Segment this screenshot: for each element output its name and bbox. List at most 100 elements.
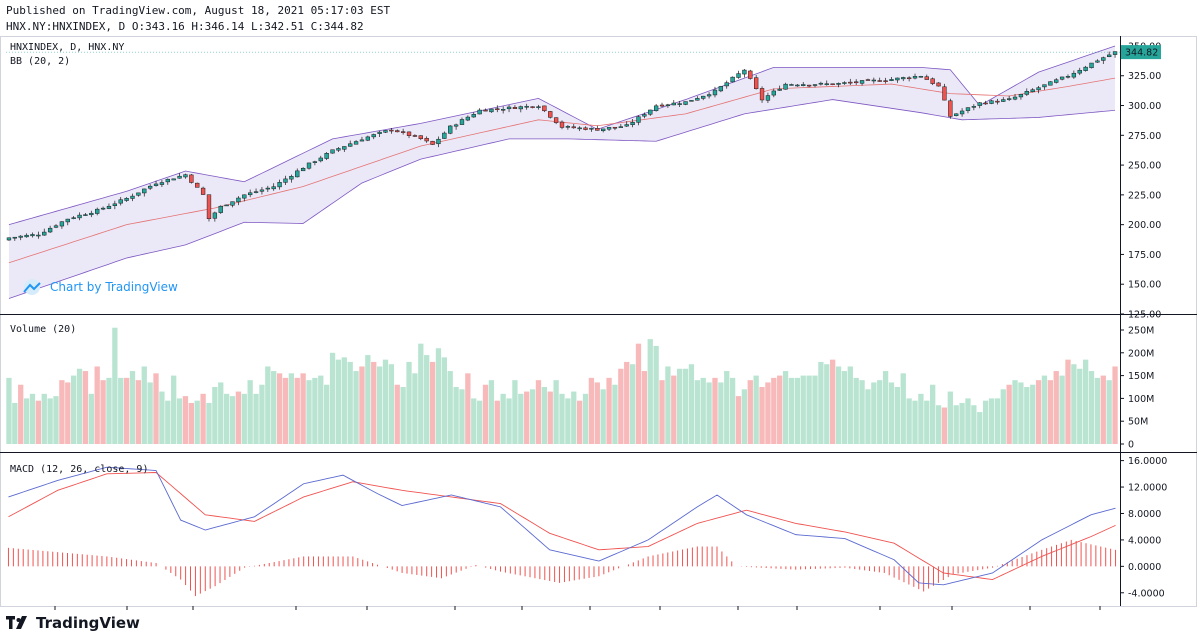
candle-body: [901, 77, 906, 80]
volume-bar: [541, 387, 547, 444]
candle: [742, 68, 747, 78]
candle-body: [977, 102, 982, 106]
volume-tick-label: 150M: [1128, 371, 1154, 382]
volume-bar: [488, 380, 495, 444]
volume-bar: [247, 380, 253, 444]
candle-body: [330, 149, 335, 154]
candle-body: [712, 89, 718, 96]
volume-bar: [359, 366, 365, 444]
volume-bar: [429, 361, 436, 444]
volume-bar: [718, 382, 724, 444]
volume-bar: [135, 380, 142, 444]
candle: [183, 173, 188, 179]
candle-body: [895, 77, 900, 81]
candle: [218, 205, 223, 214]
volume-bar: [771, 377, 777, 444]
candle-body: [136, 192, 141, 196]
candle: [954, 113, 959, 117]
candle: [783, 82, 788, 90]
volume-bar: [476, 400, 483, 444]
candle: [59, 221, 65, 229]
watermark-text: Chart by TradingView: [50, 280, 178, 294]
candle-body: [124, 198, 129, 201]
candle: [18, 235, 23, 241]
volume-bar: [47, 398, 53, 444]
candle: [136, 192, 141, 197]
candle: [406, 131, 412, 139]
candle: [736, 70, 741, 79]
volume-bar: [206, 402, 212, 444]
volume-bar: [694, 380, 700, 444]
volume-bar: [194, 400, 200, 444]
volume-bar: [682, 368, 689, 444]
candle-body: [836, 82, 841, 85]
candle: [330, 149, 335, 154]
candle-body: [400, 131, 406, 133]
volume-bar: [500, 393, 506, 444]
candle-body: [47, 227, 53, 233]
volume-bar: [18, 384, 24, 444]
volume-bar: [994, 398, 1001, 444]
volume-bar: [759, 387, 765, 444]
candle: [659, 102, 665, 107]
volume-bar: [688, 364, 695, 444]
candle-body: [936, 82, 941, 87]
candle-body: [877, 80, 882, 82]
volume-bar: [324, 384, 330, 444]
candle-body: [577, 127, 582, 130]
price-tick-label: 300.00: [1128, 101, 1161, 112]
chart-area[interactable]: 350.00325.00300.00275.00250.00225.00200.…: [0, 36, 1200, 612]
candle: [6, 237, 12, 241]
candle: [53, 224, 59, 229]
volume-bar: [300, 373, 306, 444]
candle: [995, 98, 1000, 105]
volume-bar: [971, 405, 977, 444]
candle: [1083, 65, 1088, 72]
volume-bar: [788, 377, 795, 444]
candle-body: [859, 80, 865, 84]
volume-bar: [1018, 382, 1024, 444]
price-tick-label: 125.00: [1128, 310, 1161, 321]
candle: [571, 123, 576, 129]
candle-body: [112, 203, 118, 206]
volume-bar: [471, 398, 477, 444]
candle: [524, 103, 529, 110]
candle: [630, 119, 635, 128]
volume-bar: [535, 380, 542, 444]
volume-bar: [677, 368, 683, 444]
candle: [859, 80, 865, 86]
candle: [871, 77, 876, 84]
candle: [442, 131, 447, 139]
bollinger-upper-line: [8, 45, 1116, 226]
candle: [206, 194, 212, 222]
chart-watermark[interactable]: Chart by TradingView: [20, 278, 178, 296]
candle: [412, 134, 418, 137]
candle-body: [377, 131, 382, 134]
volume-bar: [582, 393, 589, 444]
candle: [1112, 51, 1118, 58]
candle: [336, 147, 341, 153]
candle-body: [1065, 76, 1071, 78]
footer-brand[interactable]: TradingView: [6, 614, 140, 632]
volume-bar: [782, 371, 789, 444]
candle: [471, 112, 476, 118]
volume-bar: [559, 393, 565, 444]
candle-body: [436, 138, 441, 145]
candle: [383, 130, 388, 134]
volume-bar: [724, 371, 730, 444]
volume-bar: [706, 382, 712, 444]
candle: [965, 107, 971, 114]
candle-body: [283, 178, 288, 183]
candle-body: [959, 110, 965, 115]
volume-bar: [847, 366, 853, 444]
candle: [489, 108, 494, 113]
candle-body: [1012, 96, 1018, 100]
volume-bar: [53, 396, 59, 444]
candle: [695, 96, 700, 101]
pane-title-volume: Volume (20): [10, 324, 76, 335]
volume-bar: [512, 380, 518, 444]
volume-bar: [835, 366, 842, 444]
candle-body: [100, 207, 106, 210]
candle: [142, 188, 147, 197]
candle: [95, 207, 100, 216]
